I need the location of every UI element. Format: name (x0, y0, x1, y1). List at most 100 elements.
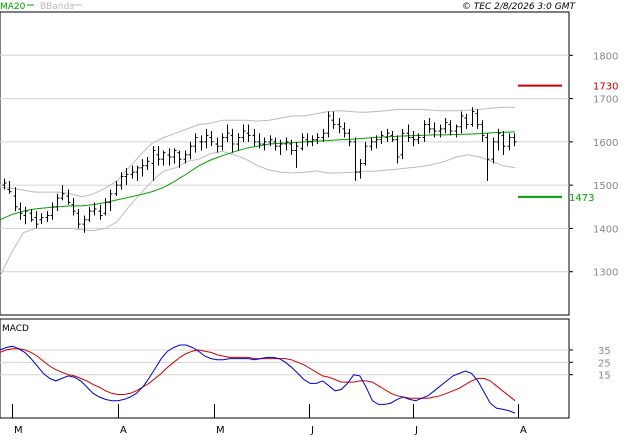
ohlc-bar (358, 159, 363, 179)
ohlc-bar (193, 133, 198, 153)
ohlc-bar (353, 137, 358, 181)
bb-upper-line (0, 106, 515, 198)
ohlc-bar (103, 198, 108, 216)
ohlc-bar (199, 135, 204, 151)
ohlc-bar (363, 141, 368, 166)
ohlc-bar (496, 128, 501, 151)
price-tick-label: 1500 (593, 181, 618, 192)
ohlc-bar (225, 124, 230, 142)
price-tick-label: 1400 (593, 224, 618, 235)
ohlc-bars (2, 107, 517, 233)
ohlc-bar (66, 189, 71, 205)
price-grid (0, 54, 569, 273)
ohlc-bar (369, 137, 374, 151)
price-panel: 1730 1473 1300 1400 1500 1600 1700 1800 (0, 11, 618, 316)
ohlc-bar (454, 124, 459, 138)
ohlc-bar (448, 120, 453, 136)
ohlc-bar (310, 135, 315, 147)
macd-tick-label: 15 (598, 371, 611, 382)
ohlc-bar (135, 165, 140, 181)
ohlc-bar (501, 131, 506, 155)
ohlc-bar (459, 111, 464, 134)
ohlc-bar (188, 141, 193, 160)
ohlc-bar (512, 133, 517, 147)
price-axis-ticks: 1300 1400 1500 1600 1700 1800 (569, 51, 618, 279)
ohlc-bar (385, 128, 390, 142)
timestamp: © TEC 2/8/2026 3:0 GMT (462, 2, 577, 12)
ohlc-bar (331, 111, 336, 129)
ohlc-bar (7, 180, 12, 194)
macd-tick-label: 35 (598, 346, 611, 357)
ohlc-bar (230, 128, 235, 153)
ohlc-bar (300, 133, 305, 151)
ohlc-bar (390, 131, 395, 142)
ohlc-bar (241, 124, 246, 142)
ohlc-bar (262, 137, 267, 151)
ma20-line-group (0, 131, 516, 221)
ohlc-bar (284, 137, 289, 151)
ohlc-bar (438, 124, 443, 138)
price-tick-label: 1800 (593, 51, 618, 62)
ohlc-bar (50, 202, 55, 220)
macd-signal-line (0, 348, 516, 402)
ohlc-bar (39, 213, 44, 225)
ohlc-bar (167, 148, 172, 166)
x-tick-label: M (14, 425, 23, 436)
ohlc-bar (480, 120, 485, 142)
ohlc-bar (29, 208, 34, 222)
macd-tick-label: 25 (598, 358, 611, 369)
ohlc-bar (151, 146, 156, 181)
macd-lines (0, 344, 516, 414)
ohlc-bar (326, 111, 331, 138)
ohlc-bar (273, 137, 278, 151)
ohlc-bar (156, 146, 161, 166)
bollinger-bands (0, 106, 516, 277)
ohlc-bar (252, 128, 257, 147)
price-tick-label: 1300 (593, 268, 618, 279)
ohlc-bar (87, 206, 92, 222)
ohlc-bar (55, 193, 60, 212)
ohlc-bar (34, 211, 39, 229)
price-tick-label: 1700 (593, 95, 618, 106)
x-tick-label: J (310, 425, 314, 436)
ohlc-bar (145, 157, 150, 170)
ohlc-bar (236, 133, 241, 151)
x-tick-label: J (414, 425, 418, 436)
ohlc-bar (246, 124, 251, 142)
ohlc-bar (23, 206, 28, 225)
level-label-1730: 1730 (593, 82, 618, 93)
ohlc-bar (124, 167, 129, 186)
price-tick-label: 1600 (593, 138, 618, 149)
ohlc-bar (337, 118, 342, 134)
bb-lower-line (0, 150, 516, 277)
ohlc-bar (400, 128, 405, 160)
ohlc-bar (71, 198, 76, 216)
ohlc-bar (395, 135, 400, 164)
macd-macd-line (0, 344, 516, 414)
x-tick-label: A (120, 425, 127, 436)
ohlc-bar (411, 131, 416, 147)
ohlc-bar (130, 165, 135, 179)
ohlc-bar (342, 122, 347, 138)
ohlc-bar (172, 148, 177, 164)
ohlc-bar (416, 133, 421, 145)
ohlc-bar (98, 204, 103, 220)
x-tick-label: M (216, 425, 225, 436)
ohlc-bar (108, 189, 113, 212)
ohlc-bar (45, 211, 50, 222)
ohlc-bar (215, 137, 220, 153)
price-plot-frame (0, 11, 570, 316)
level-label-1473: 1473 (569, 193, 594, 204)
ohlc-bar (76, 208, 81, 229)
ohlc-bar (491, 137, 496, 164)
ohlc-bar (119, 172, 124, 190)
ohlc-bar (2, 178, 7, 190)
ohlc-bar (305, 133, 310, 147)
ohlc-bar (13, 187, 18, 212)
ohlc-bar (82, 215, 87, 233)
ohlc-bar (347, 128, 352, 147)
x-tick-label: A (520, 425, 527, 436)
